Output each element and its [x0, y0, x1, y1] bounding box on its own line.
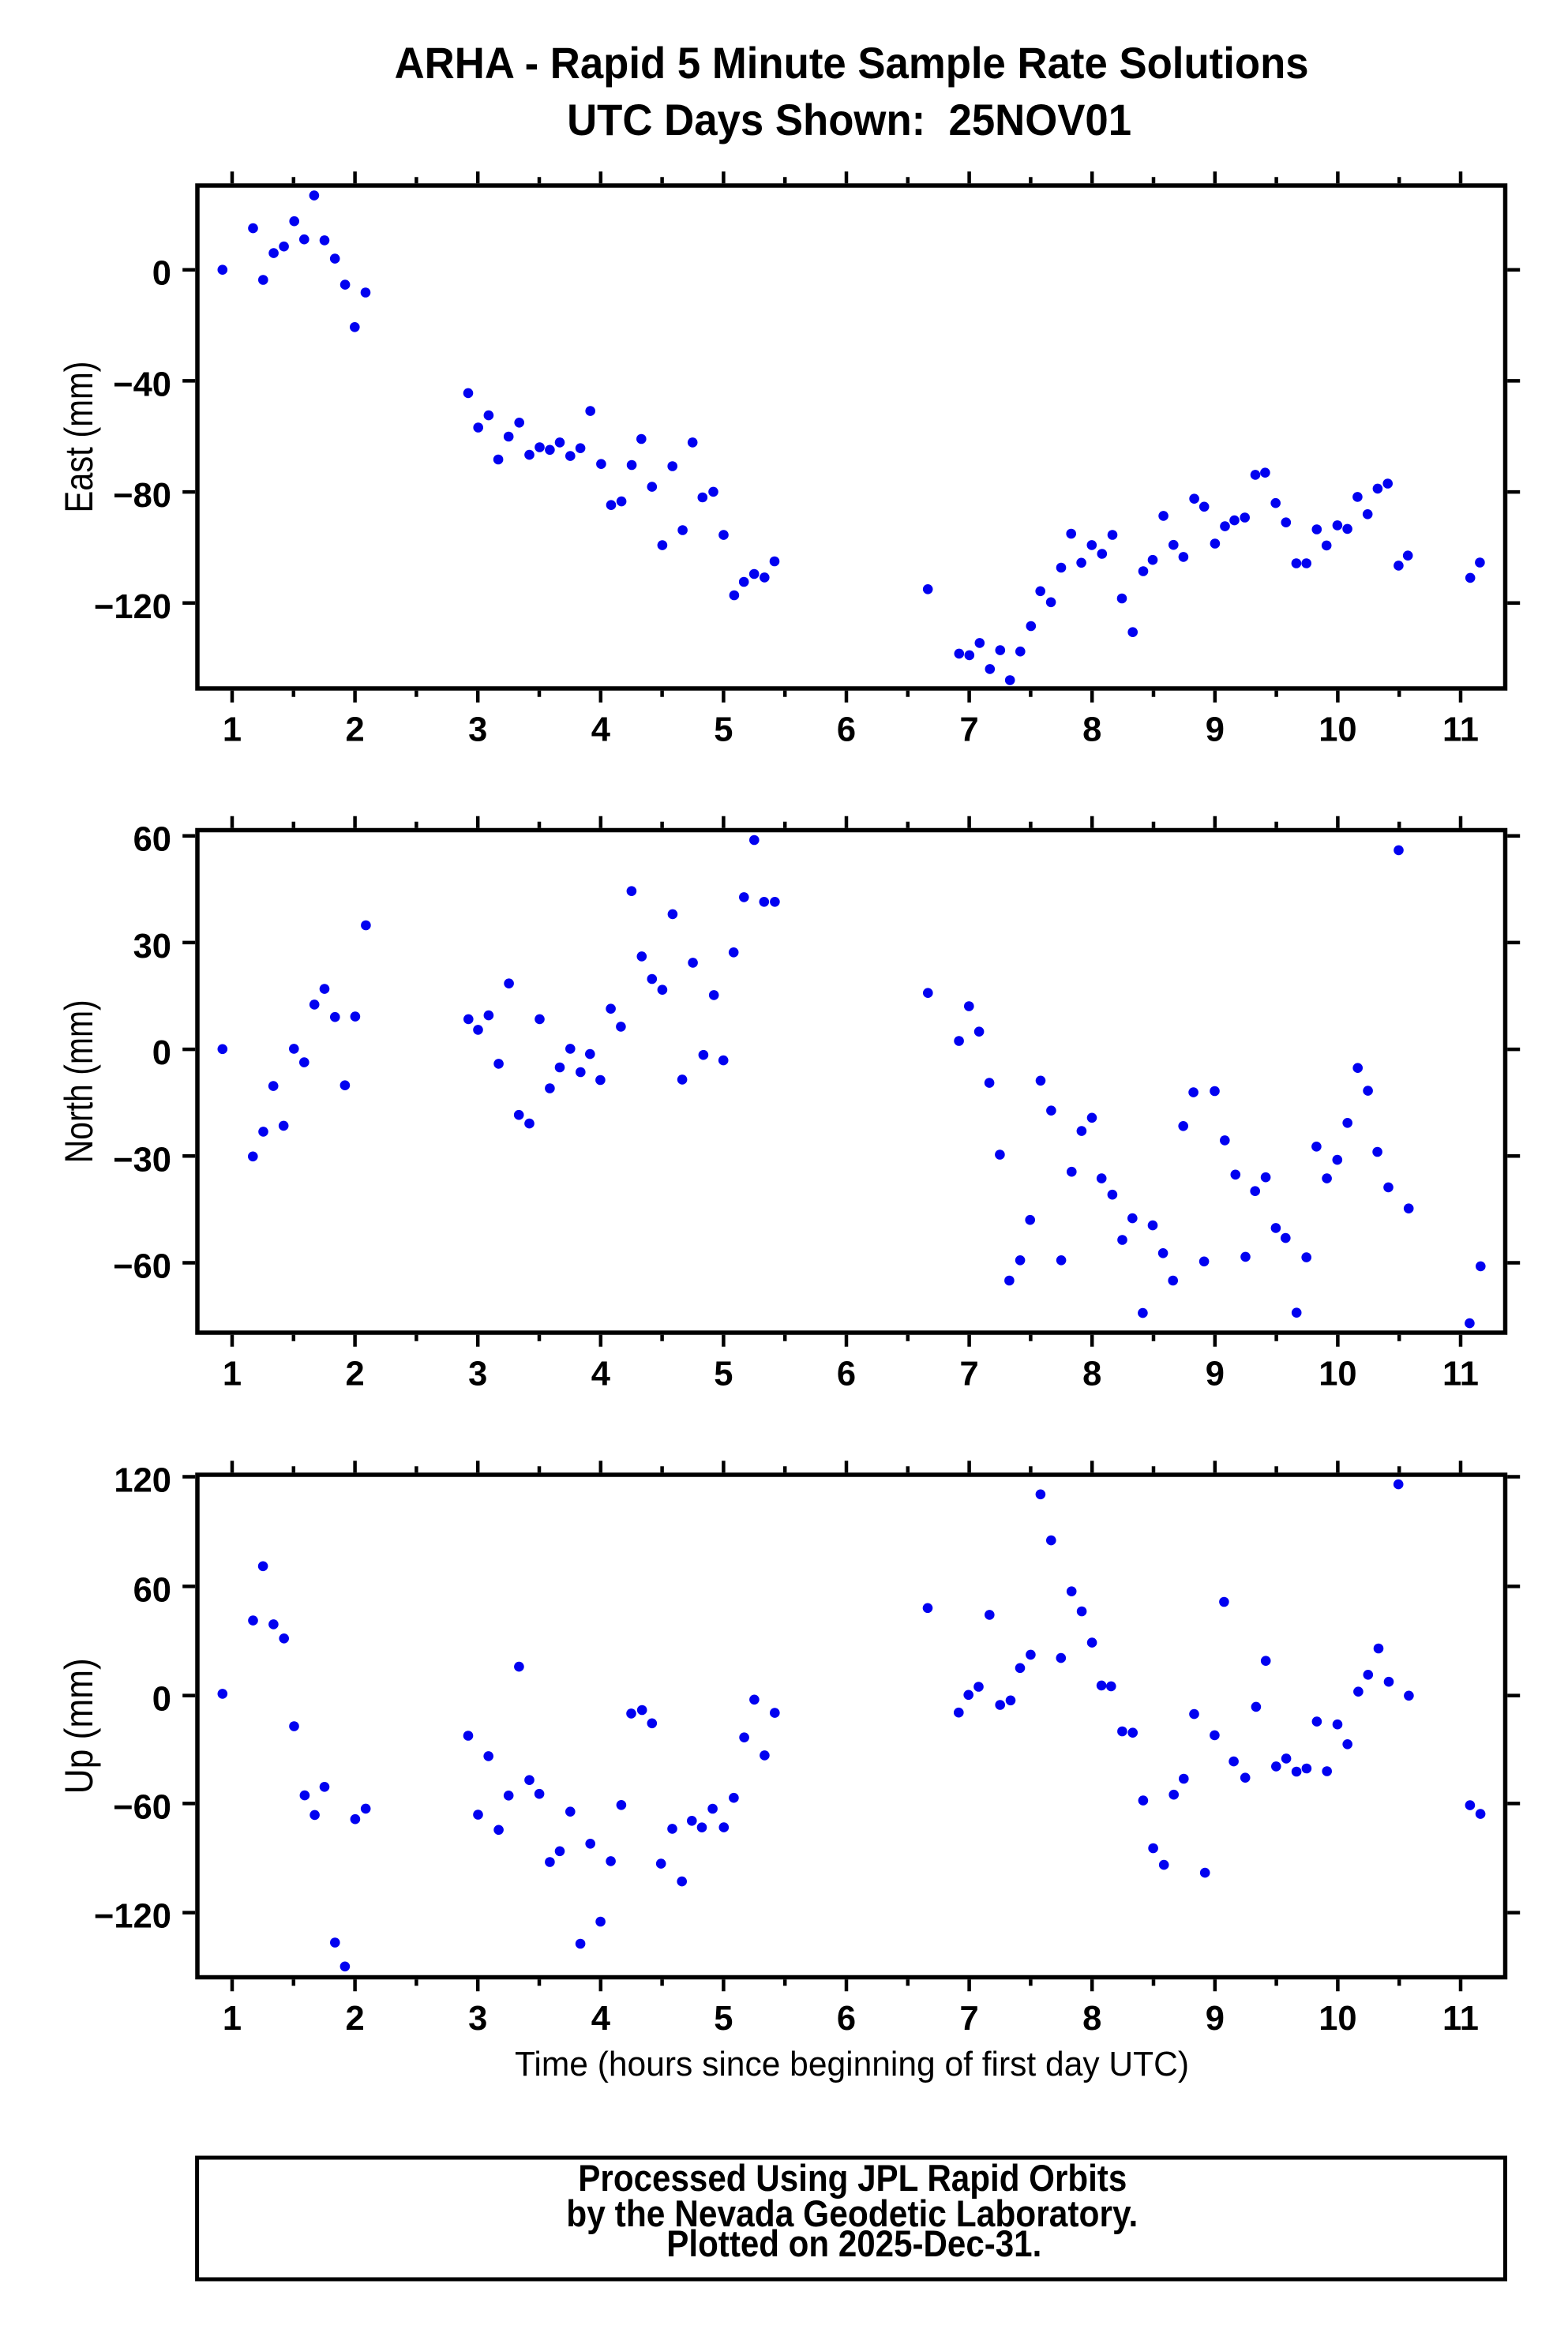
svg-text:60: 60 — [133, 821, 171, 859]
svg-text:8: 8 — [1082, 1356, 1101, 1393]
svg-text:6: 6 — [837, 711, 856, 749]
svg-text:Time (hours since beginning of: Time (hours since beginning of first day… — [515, 2046, 1189, 2083]
svg-text:−30: −30 — [113, 1141, 171, 1179]
svg-text:Plotted on 2025-Dec-31.: Plotted on 2025-Dec-31. — [666, 2222, 1041, 2264]
svg-text:1: 1 — [223, 2000, 242, 2038]
svg-text:8: 8 — [1082, 2000, 1101, 2038]
svg-text:10: 10 — [1319, 1356, 1356, 1393]
svg-text:10: 10 — [1319, 2000, 1356, 2038]
svg-text:6: 6 — [837, 1356, 856, 1393]
svg-text:Processed Using JPL Rapid Orbi: Processed Using JPL Rapid Orbits — [578, 2157, 1127, 2199]
svg-text:−120: −120 — [94, 1898, 171, 1936]
svg-text:30: 30 — [133, 928, 171, 966]
svg-text:−60: −60 — [113, 1248, 171, 1286]
svg-text:9: 9 — [1206, 1356, 1225, 1393]
svg-text:0: 0 — [152, 255, 171, 293]
svg-text:North (mm): North (mm) — [57, 999, 101, 1163]
svg-text:4: 4 — [591, 1356, 610, 1393]
svg-text:60: 60 — [133, 1571, 171, 1609]
svg-text:East (mm): East (mm) — [57, 362, 101, 513]
svg-text:5: 5 — [714, 1356, 733, 1393]
svg-text:−40: −40 — [113, 366, 171, 403]
svg-text:8: 8 — [1082, 711, 1101, 749]
svg-text:2: 2 — [345, 711, 364, 749]
svg-text:4: 4 — [591, 2000, 610, 2038]
svg-text:−120: −120 — [94, 588, 171, 626]
svg-text:6: 6 — [837, 2000, 856, 2038]
svg-text:10: 10 — [1319, 711, 1356, 749]
svg-text:120: 120 — [114, 1462, 171, 1500]
svg-text:9: 9 — [1206, 2000, 1225, 2038]
svg-text:7: 7 — [959, 711, 978, 749]
svg-text:11: 11 — [1442, 711, 1479, 749]
svg-text:7: 7 — [959, 1356, 978, 1393]
svg-text:−80: −80 — [113, 477, 171, 515]
svg-text:ARHA - Rapid 5 Minute Sample R: ARHA - Rapid 5 Minute Sample Rate Soluti… — [395, 38, 1309, 88]
svg-text:0: 0 — [152, 1034, 171, 1072]
svg-text:9: 9 — [1206, 711, 1225, 749]
svg-text:2: 2 — [345, 2000, 364, 2038]
svg-text:0: 0 — [152, 1681, 171, 1719]
svg-text:UTC Days Shown: 25NOV01: UTC Days Shown: 25NOV01 — [567, 95, 1131, 144]
svg-text:2: 2 — [345, 1356, 364, 1393]
svg-text:Up (mm): Up (mm) — [57, 1658, 101, 1794]
svg-text:1: 1 — [223, 711, 242, 749]
svg-text:11: 11 — [1442, 2000, 1479, 2038]
svg-text:11: 11 — [1442, 1356, 1479, 1393]
svg-text:5: 5 — [714, 711, 733, 749]
svg-text:5: 5 — [714, 2000, 733, 2038]
svg-text:3: 3 — [468, 711, 487, 749]
svg-text:3: 3 — [468, 1356, 487, 1393]
svg-text:3: 3 — [468, 2000, 487, 2038]
svg-text:−60: −60 — [113, 1788, 171, 1826]
svg-text:1: 1 — [223, 1356, 242, 1393]
svg-text:7: 7 — [959, 2000, 978, 2038]
svg-text:by the Nevada Geodetic Laborat: by the Nevada Geodetic Laboratory. — [566, 2192, 1138, 2234]
svg-text:4: 4 — [591, 711, 610, 749]
